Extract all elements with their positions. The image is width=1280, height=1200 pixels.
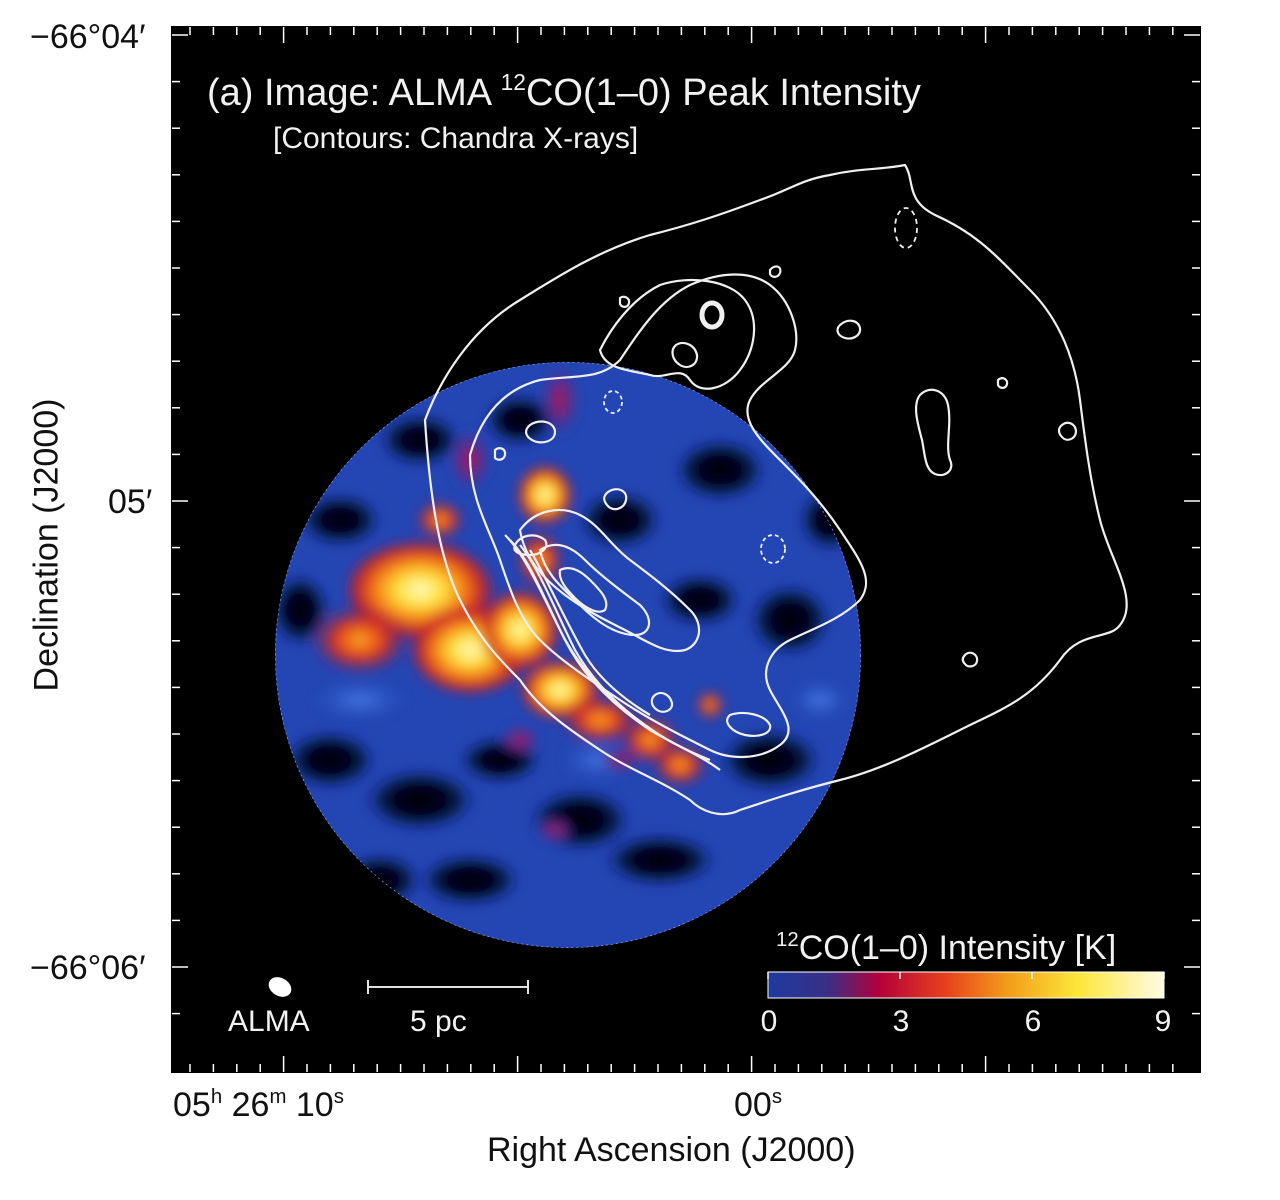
colorbar-tick-3: 3 xyxy=(892,1005,910,1038)
alma-beam-ellipse xyxy=(268,977,292,997)
xray-contours xyxy=(423,163,1128,816)
scale-bar xyxy=(367,980,529,994)
y-tick-label-top: −66°04′ xyxy=(30,18,146,56)
small-contour-e xyxy=(650,691,674,713)
x-axis-label: Right Ascension (J2000) xyxy=(487,1131,856,1169)
x-tick-label-left: 05h 26m 10s xyxy=(173,1085,344,1124)
colorbar-gradient xyxy=(767,971,1165,999)
small-contour-m xyxy=(603,488,628,511)
scale-bar-label: 5 pc xyxy=(410,1005,467,1038)
axis-ticks xyxy=(172,27,1200,1072)
ridge-contour-4 xyxy=(529,549,651,716)
ridge-contour-3 xyxy=(504,534,711,762)
dashed-contour-3 xyxy=(760,534,786,564)
dashed-contour-2 xyxy=(603,390,623,414)
small-contour-a xyxy=(914,388,953,477)
small-contour-c xyxy=(671,341,699,369)
x-tick-label-right: 00s xyxy=(734,1085,783,1124)
small-contour-j xyxy=(768,265,782,278)
small-contour-b xyxy=(836,319,862,340)
co-intensity-map xyxy=(275,362,861,948)
y-tick-label-bottom: −66°06′ xyxy=(30,949,146,987)
inner-contour-4 xyxy=(538,543,651,637)
inner-contour-5 xyxy=(558,566,608,613)
inner-contour-2 xyxy=(598,278,756,390)
dashed-contour-1 xyxy=(894,207,918,249)
small-contour-k xyxy=(996,377,1009,389)
small-contour-h xyxy=(493,447,507,461)
colorbar-tick-0: 0 xyxy=(760,1005,778,1038)
image-subtitle: [Contours: Chandra X-rays] xyxy=(273,122,639,155)
y-tick-label-middle: 05′ xyxy=(108,483,153,521)
axis-frame xyxy=(171,26,1201,1073)
small-contour-d xyxy=(726,711,772,737)
outer-contour xyxy=(423,163,1128,816)
inner-contour-3 xyxy=(518,508,701,653)
image-title: (a) Image: ALMA 12CO(1–0) Peak Intensity xyxy=(207,69,921,114)
small-contour-f xyxy=(1057,421,1078,441)
y-axis-label: Declination (J2000) xyxy=(27,398,66,692)
colorbar-label: 12CO(1–0) Intensity [K] xyxy=(776,928,1117,967)
small-contour-i xyxy=(618,295,631,308)
small-contour-g xyxy=(961,651,979,668)
colorbar xyxy=(767,971,1165,999)
colorbar-tick-6: 6 xyxy=(1024,1005,1042,1038)
bright-knot-contour xyxy=(699,300,725,330)
inner-contour-6 xyxy=(513,534,548,557)
beam-label: ALMA xyxy=(228,1005,310,1038)
small-contour-l xyxy=(525,420,557,444)
colorbar-tick-9: 9 xyxy=(1154,1005,1172,1038)
